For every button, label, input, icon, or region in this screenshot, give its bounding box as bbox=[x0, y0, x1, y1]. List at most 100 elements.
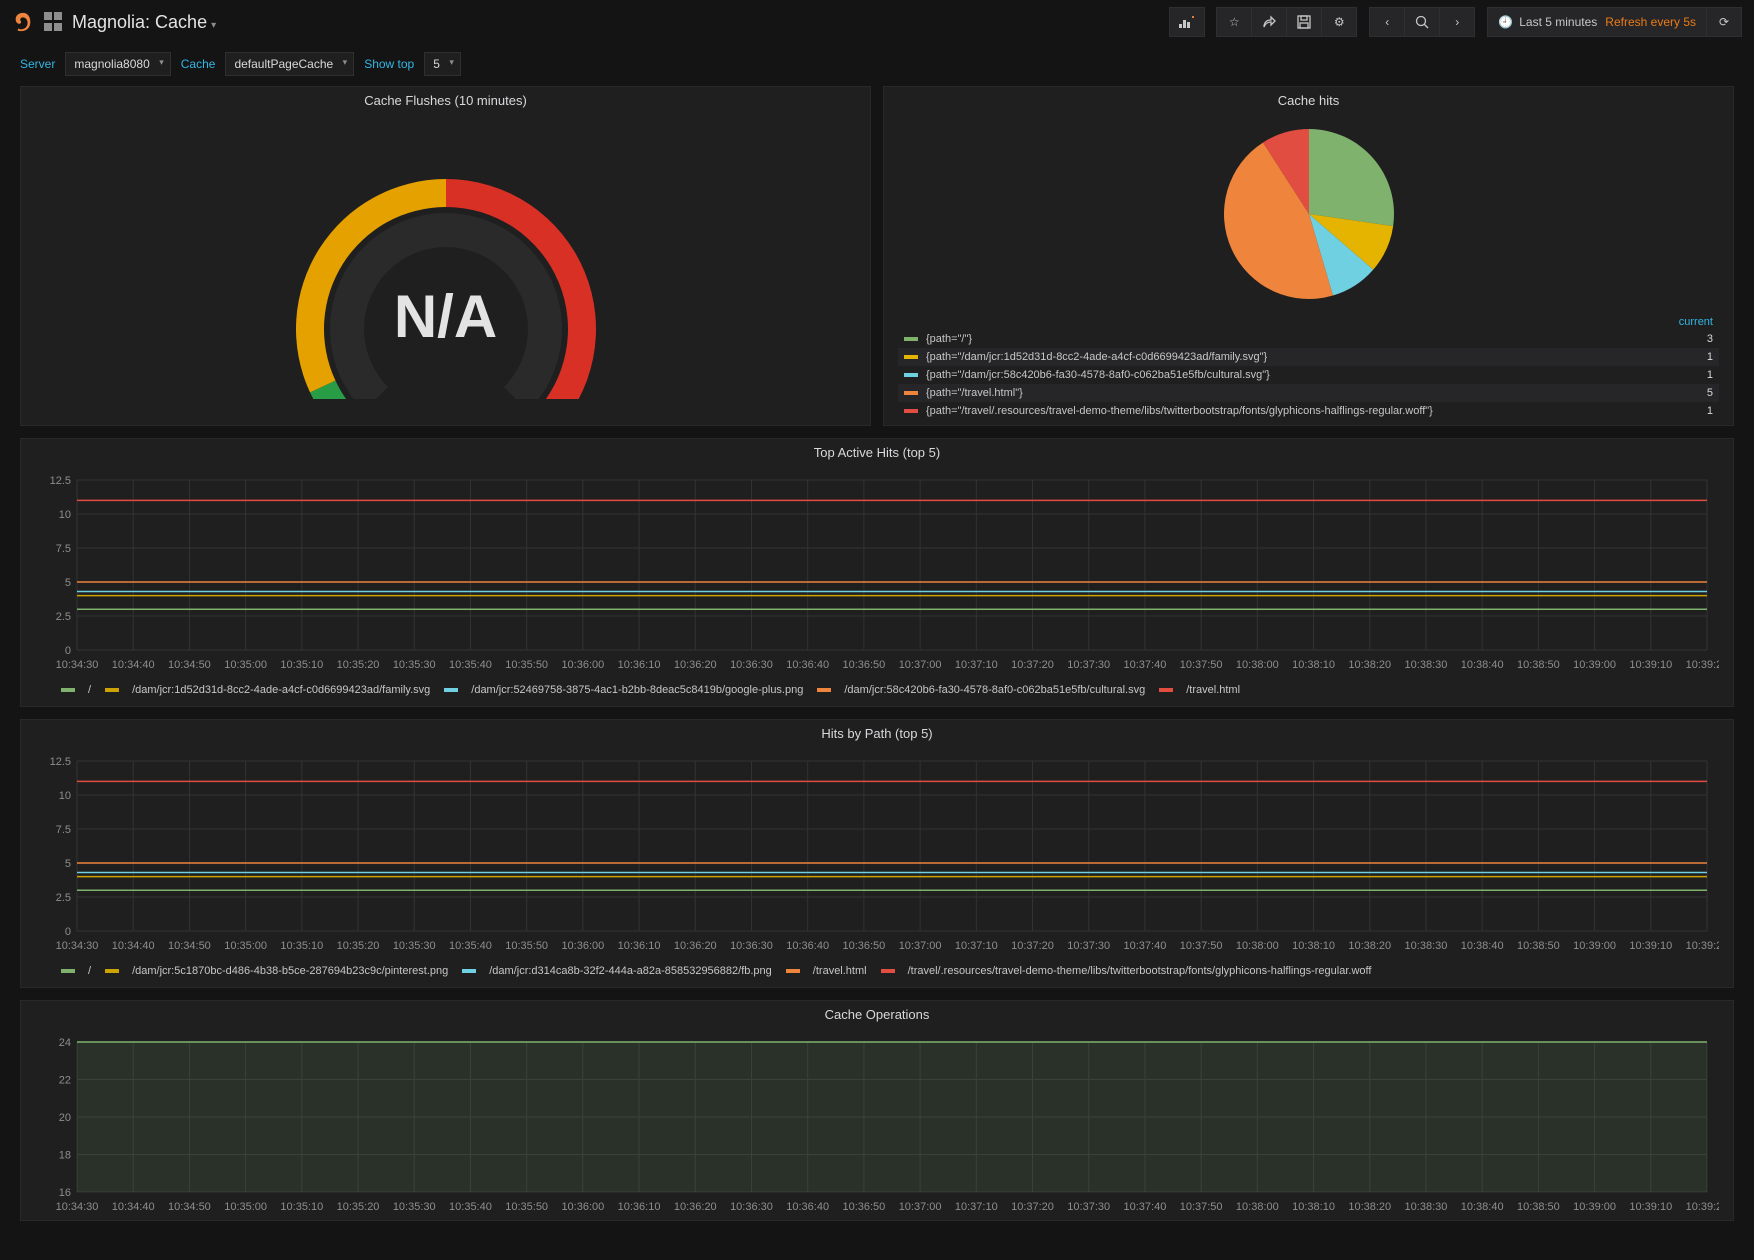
dashboard-title[interactable]: Magnolia: Cache▾ bbox=[72, 12, 216, 33]
svg-text:10:37:20: 10:37:20 bbox=[1011, 940, 1054, 952]
refresh-button[interactable]: ⟳ bbox=[1706, 7, 1742, 37]
svg-text:10:38:10: 10:38:10 bbox=[1292, 659, 1335, 671]
legend-item[interactable]: /dam/jcr:d314ca8b-32f2-444a-a82a-8585329… bbox=[462, 965, 772, 977]
legend-item[interactable]: /dam/jcr:1d52d31d-8cc2-4ade-a4cf-c0d6699… bbox=[105, 684, 430, 696]
svg-text:10:36:40: 10:36:40 bbox=[786, 1201, 829, 1213]
svg-text:10:36:10: 10:36:10 bbox=[618, 940, 661, 952]
svg-text:16: 16 bbox=[59, 1187, 71, 1199]
svg-text:10:39:10: 10:39:10 bbox=[1629, 1201, 1672, 1213]
svg-text:10:36:50: 10:36:50 bbox=[842, 940, 885, 952]
svg-text:5: 5 bbox=[65, 858, 71, 870]
nav-back-button[interactable]: ‹ bbox=[1369, 7, 1405, 37]
pie-panel: Cache hits current {path="/"}3{path="/da… bbox=[883, 86, 1734, 426]
legend-item[interactable]: /travel/.resources/travel-demo-theme/lib… bbox=[881, 965, 1372, 977]
svg-text:10:36:00: 10:36:00 bbox=[561, 1201, 604, 1213]
svg-text:10:38:20: 10:38:20 bbox=[1348, 659, 1391, 671]
svg-text:10:35:40: 10:35:40 bbox=[449, 940, 492, 952]
pie-legend-row[interactable]: {path="/travel/.resources/travel-demo-th… bbox=[898, 402, 1719, 420]
svg-text:12.5: 12.5 bbox=[50, 475, 71, 487]
svg-text:10:36:40: 10:36:40 bbox=[786, 940, 829, 952]
gauge-title: Cache Flushes (10 minutes) bbox=[21, 87, 870, 114]
svg-text:5: 5 bbox=[65, 577, 71, 589]
svg-text:10:38:10: 10:38:10 bbox=[1292, 1201, 1335, 1213]
var-showtop-label: Show top bbox=[364, 57, 414, 71]
active-hits-panel: Top Active Hits (top 5) 02.557.51012.510… bbox=[20, 438, 1734, 707]
svg-text:10:39:00: 10:39:00 bbox=[1573, 940, 1616, 952]
zoom-out-button[interactable] bbox=[1404, 7, 1440, 37]
svg-text:10:39:20: 10:39:20 bbox=[1686, 940, 1719, 952]
svg-text:10:36:30: 10:36:30 bbox=[730, 1201, 773, 1213]
svg-text:10:34:50: 10:34:50 bbox=[168, 659, 211, 671]
svg-text:10:34:40: 10:34:40 bbox=[112, 1201, 155, 1213]
svg-text:10:35:40: 10:35:40 bbox=[449, 659, 492, 671]
legend-item[interactable]: /travel.html bbox=[1159, 684, 1240, 696]
svg-text:20: 20 bbox=[59, 1112, 71, 1124]
svg-text:10:38:20: 10:38:20 bbox=[1348, 1201, 1391, 1213]
time-range-button[interactable]: 🕘 Last 5 minutes Refresh every 5s bbox=[1487, 7, 1707, 37]
svg-text:10:34:30: 10:34:30 bbox=[56, 659, 99, 671]
svg-text:10:36:50: 10:36:50 bbox=[842, 659, 885, 671]
svg-text:10:38:50: 10:38:50 bbox=[1517, 1201, 1560, 1213]
svg-text:10:35:50: 10:35:50 bbox=[505, 1201, 548, 1213]
dashboard-grid-icon[interactable] bbox=[44, 12, 64, 32]
svg-text:10:38:40: 10:38:40 bbox=[1461, 659, 1504, 671]
svg-text:10:37:10: 10:37:10 bbox=[955, 940, 998, 952]
nav-forward-button[interactable]: › bbox=[1439, 7, 1475, 37]
var-server-select[interactable]: magnolia8080 bbox=[65, 52, 170, 76]
legend-item[interactable]: /travel.html bbox=[786, 965, 867, 977]
svg-text:18: 18 bbox=[59, 1150, 71, 1162]
svg-text:10:38:10: 10:38:10 bbox=[1292, 940, 1335, 952]
svg-text:10:34:50: 10:34:50 bbox=[168, 1201, 211, 1213]
svg-text:10: 10 bbox=[59, 509, 71, 521]
svg-text:10:37:50: 10:37:50 bbox=[1180, 1201, 1223, 1213]
share-button[interactable] bbox=[1251, 7, 1287, 37]
legend-item[interactable]: /dam/jcr:52469758-3875-4ac1-b2bb-8deac5c… bbox=[444, 684, 803, 696]
svg-text:10:39:20: 10:39:20 bbox=[1686, 659, 1719, 671]
cache-ops-panel: Cache Operations 161820222410:34:3010:34… bbox=[20, 1000, 1734, 1221]
svg-text:10:36:40: 10:36:40 bbox=[786, 659, 829, 671]
settings-button[interactable]: ⚙ bbox=[1321, 7, 1357, 37]
svg-text:10:37:40: 10:37:40 bbox=[1124, 940, 1167, 952]
svg-text:10:36:00: 10:36:00 bbox=[561, 659, 604, 671]
legend-item[interactable]: /dam/jcr:5c1870bc-d486-4b38-b5ce-287694b… bbox=[105, 965, 448, 977]
svg-text:10:35:00: 10:35:00 bbox=[224, 1201, 267, 1213]
svg-text:10:35:20: 10:35:20 bbox=[337, 1201, 380, 1213]
svg-text:10:35:20: 10:35:20 bbox=[337, 940, 380, 952]
svg-text:10:37:50: 10:37:50 bbox=[1180, 940, 1223, 952]
legend-item[interactable]: /dam/jcr:58c420b6-fa30-4578-8af0-c062ba5… bbox=[817, 684, 1145, 696]
pie-legend-row[interactable]: {path="/dam/jcr:1d52d31d-8cc2-4ade-a4cf-… bbox=[898, 348, 1719, 366]
legend-item[interactable]: / bbox=[61, 965, 91, 977]
svg-text:10:37:20: 10:37:20 bbox=[1011, 659, 1054, 671]
var-cache-select[interactable]: defaultPageCache bbox=[225, 52, 354, 76]
svg-text:10:39:10: 10:39:10 bbox=[1629, 940, 1672, 952]
svg-text:10:37:30: 10:37:30 bbox=[1067, 659, 1110, 671]
svg-text:0: 0 bbox=[65, 926, 71, 938]
svg-text:10:38:30: 10:38:30 bbox=[1405, 1201, 1448, 1213]
svg-text:0: 0 bbox=[65, 645, 71, 657]
var-cache-label: Cache bbox=[181, 57, 216, 71]
svg-text:10:37:30: 10:37:30 bbox=[1067, 940, 1110, 952]
svg-text:10:37:20: 10:37:20 bbox=[1011, 1201, 1054, 1213]
svg-text:10:34:40: 10:34:40 bbox=[112, 659, 155, 671]
pie-legend-row[interactable]: {path="/"}3 bbox=[898, 330, 1719, 348]
svg-text:10:36:10: 10:36:10 bbox=[618, 1201, 661, 1213]
svg-text:10:39:10: 10:39:10 bbox=[1629, 659, 1672, 671]
svg-text:10:39:00: 10:39:00 bbox=[1573, 659, 1616, 671]
svg-text:10:38:20: 10:38:20 bbox=[1348, 940, 1391, 952]
svg-text:10:36:30: 10:36:30 bbox=[730, 940, 773, 952]
legend-item[interactable]: / bbox=[61, 684, 91, 696]
svg-text:10:35:30: 10:35:30 bbox=[393, 940, 436, 952]
svg-text:10:38:40: 10:38:40 bbox=[1461, 940, 1504, 952]
svg-text:10:37:30: 10:37:30 bbox=[1067, 1201, 1110, 1213]
star-button[interactable]: ☆ bbox=[1216, 7, 1252, 37]
svg-text:10:36:50: 10:36:50 bbox=[842, 1201, 885, 1213]
add-panel-button[interactable] bbox=[1169, 7, 1205, 37]
pie-legend-row[interactable]: {path="/travel.html"}5 bbox=[898, 384, 1719, 402]
var-showtop-select[interactable]: 5 bbox=[424, 52, 461, 76]
save-button[interactable] bbox=[1286, 7, 1322, 37]
svg-text:10:34:30: 10:34:30 bbox=[56, 940, 99, 952]
pie-legend-row[interactable]: {path="/dam/jcr:58c420b6-fa30-4578-8af0-… bbox=[898, 366, 1719, 384]
svg-text:10:37:00: 10:37:00 bbox=[899, 659, 942, 671]
svg-text:10:38:30: 10:38:30 bbox=[1405, 659, 1448, 671]
svg-text:10:37:10: 10:37:10 bbox=[955, 659, 998, 671]
